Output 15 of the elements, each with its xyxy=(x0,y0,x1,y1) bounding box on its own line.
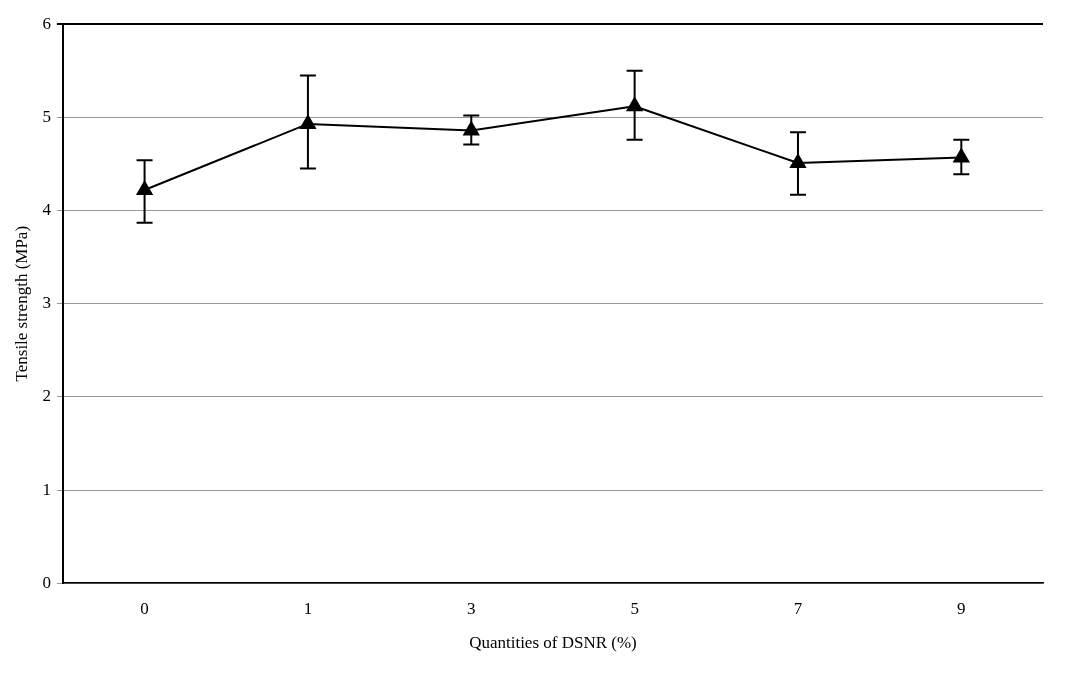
y-tick-label: 6 xyxy=(42,13,51,33)
x-tick-label: 1 xyxy=(303,598,313,618)
y-tick-label: 5 xyxy=(42,106,51,126)
x-tick-label: 0 xyxy=(140,598,149,618)
y-tick-label: 3 xyxy=(42,293,51,313)
y-axis-title: Tensile strength (MPa) xyxy=(11,225,31,382)
y-tick-label: 1 xyxy=(42,479,51,499)
x-tick-label: 3 xyxy=(467,598,476,618)
x-axis-title: Quantities of DSNR (%) xyxy=(469,633,637,653)
y-tick-label: 4 xyxy=(42,200,52,219)
y-tick-label: 2 xyxy=(42,386,51,406)
x-tick-label: 5 xyxy=(630,598,639,618)
x-tick-label: 9 xyxy=(957,598,966,618)
y-tick-label: 0 xyxy=(42,572,51,592)
x-tick-label: 7 xyxy=(793,598,803,618)
